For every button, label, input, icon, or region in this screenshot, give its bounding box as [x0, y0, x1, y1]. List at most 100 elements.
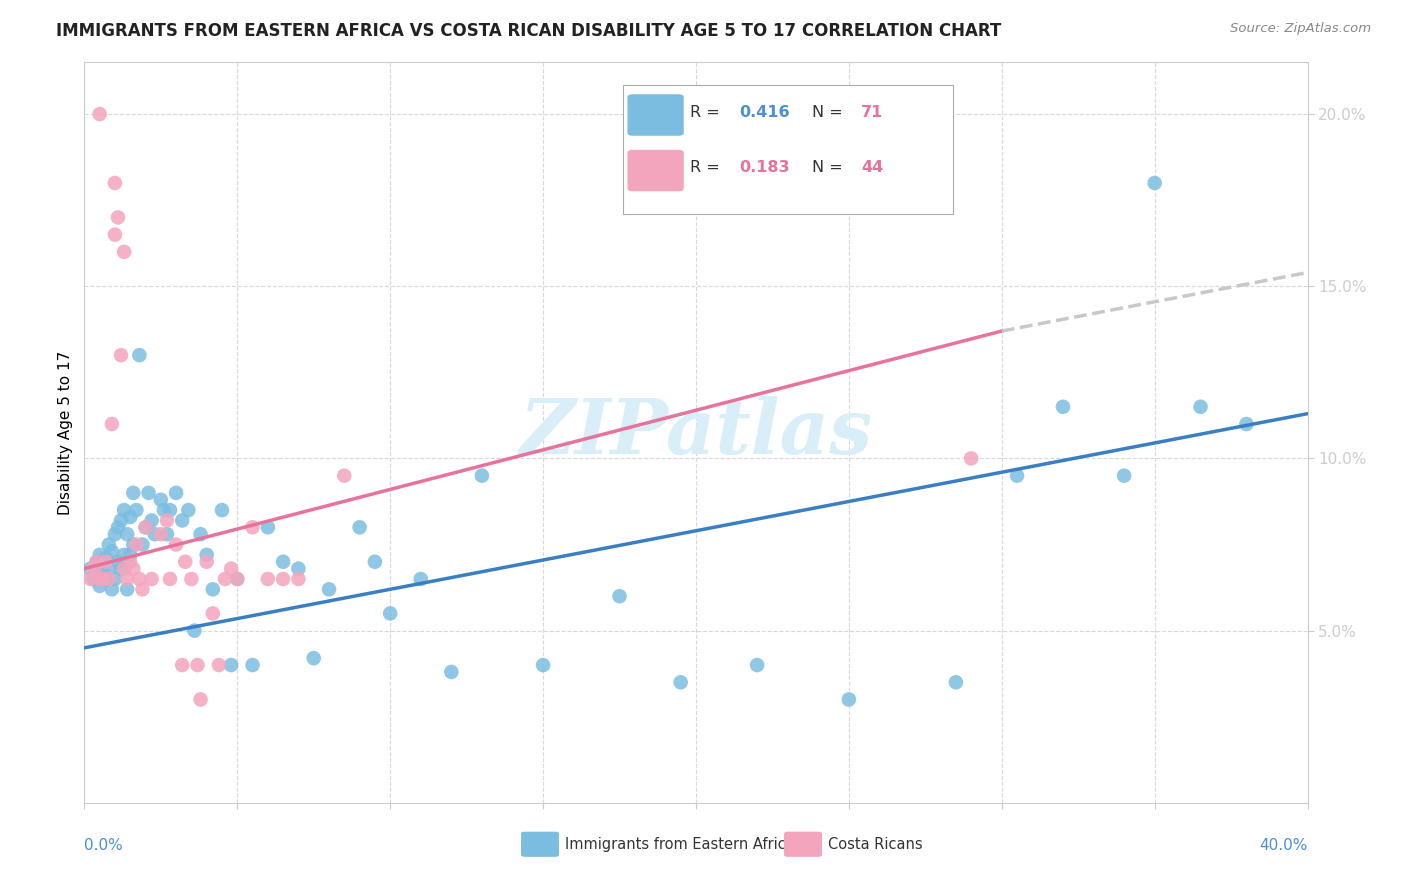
Point	[471, 468, 494, 483]
Point	[945, 675, 967, 690]
Point	[211, 503, 233, 517]
Point	[120, 548, 142, 562]
Point	[183, 624, 205, 638]
Point	[112, 503, 135, 517]
Point	[180, 572, 202, 586]
Point	[141, 572, 163, 586]
Point	[165, 537, 187, 551]
Point	[94, 572, 117, 586]
Point	[86, 555, 108, 569]
Point	[242, 520, 264, 534]
Point	[149, 492, 172, 507]
Point	[112, 561, 135, 575]
Point	[190, 527, 212, 541]
Point	[122, 537, 145, 551]
Point	[219, 561, 242, 575]
Point	[159, 572, 181, 586]
Point	[101, 417, 124, 431]
Point	[89, 572, 111, 586]
Point	[91, 572, 114, 586]
Point	[1052, 400, 1074, 414]
Point	[177, 503, 200, 517]
Point	[104, 572, 127, 586]
Point	[287, 572, 309, 586]
Point	[208, 658, 231, 673]
Point	[172, 513, 194, 527]
Point	[960, 451, 983, 466]
Point	[440, 665, 463, 679]
Point	[409, 572, 432, 586]
Point	[135, 520, 157, 534]
Point	[287, 561, 309, 575]
FancyBboxPatch shape	[627, 150, 683, 191]
Point	[131, 537, 153, 551]
Point	[669, 675, 692, 690]
Point	[120, 555, 142, 569]
Point	[107, 211, 129, 225]
Point	[104, 527, 127, 541]
Point	[97, 561, 120, 575]
Point	[156, 513, 179, 527]
Point	[257, 572, 280, 586]
Point	[138, 486, 160, 500]
Point	[128, 572, 150, 586]
Point	[190, 692, 212, 706]
Point	[195, 555, 218, 569]
Point	[242, 658, 264, 673]
Point	[159, 503, 181, 517]
Point	[174, 555, 197, 569]
Point	[609, 589, 631, 603]
Text: Costa Ricans: Costa Ricans	[828, 837, 922, 852]
FancyBboxPatch shape	[623, 85, 953, 214]
Point	[122, 561, 145, 575]
Point	[201, 607, 224, 621]
Point	[318, 582, 340, 597]
Point	[107, 555, 129, 569]
Point	[747, 658, 769, 673]
Point	[143, 527, 166, 541]
Point	[110, 513, 132, 527]
Point	[838, 692, 860, 706]
Point	[112, 244, 135, 259]
Point	[156, 527, 179, 541]
Point	[141, 513, 163, 527]
Point	[122, 486, 145, 500]
Point	[349, 520, 371, 534]
Point	[135, 520, 157, 534]
Point	[79, 572, 101, 586]
Point	[97, 537, 120, 551]
Text: IMMIGRANTS FROM EASTERN AFRICA VS COSTA RICAN DISABILITY AGE 5 TO 17 CORRELATION: IMMIGRANTS FROM EASTERN AFRICA VS COSTA …	[56, 22, 1001, 40]
Point	[115, 527, 138, 541]
Point	[115, 582, 138, 597]
Point	[364, 555, 387, 569]
Text: 0.416: 0.416	[738, 105, 789, 120]
Point	[104, 176, 127, 190]
Text: ZIPatlas: ZIPatlas	[519, 396, 873, 469]
Point	[89, 107, 111, 121]
Point	[79, 561, 101, 575]
Point	[380, 607, 402, 621]
Point	[101, 582, 124, 597]
Point	[101, 544, 124, 558]
Text: N =: N =	[813, 160, 848, 175]
Point	[83, 561, 105, 575]
Point	[97, 572, 120, 586]
FancyBboxPatch shape	[522, 831, 560, 857]
Point	[1143, 176, 1166, 190]
Point	[83, 572, 105, 586]
Text: R =: R =	[690, 105, 724, 120]
Point	[89, 579, 111, 593]
Point	[226, 572, 249, 586]
Text: 71: 71	[860, 105, 883, 120]
Point	[195, 548, 218, 562]
Point	[257, 520, 280, 534]
Point	[86, 555, 108, 569]
Text: 40.0%: 40.0%	[1260, 838, 1308, 853]
Point	[1236, 417, 1258, 431]
Point	[333, 468, 356, 483]
Text: R =: R =	[690, 160, 724, 175]
Point	[172, 658, 194, 673]
Text: 44: 44	[860, 160, 883, 175]
Point	[226, 572, 249, 586]
Point	[271, 572, 294, 586]
